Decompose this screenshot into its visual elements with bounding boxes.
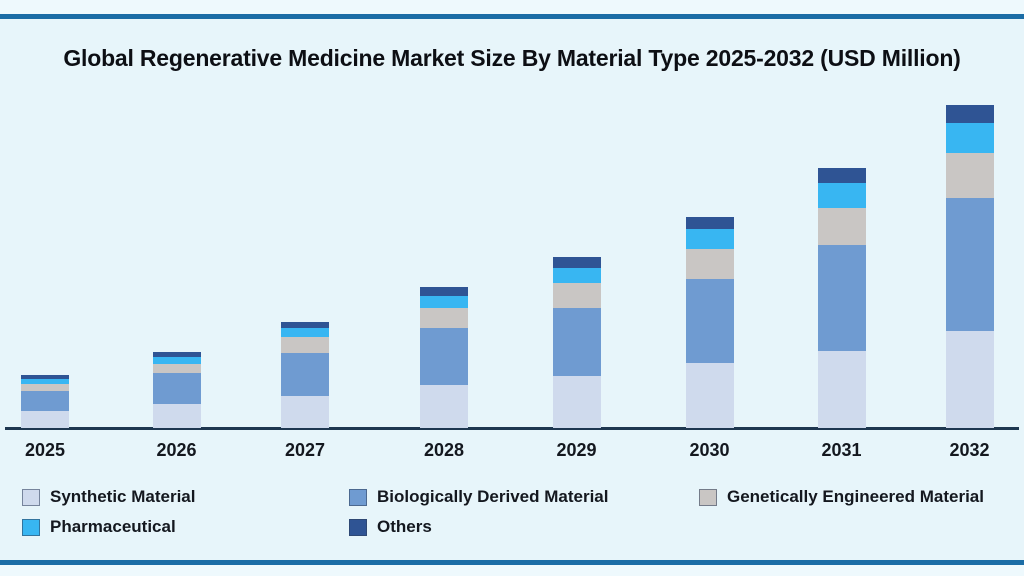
segment-pharmaceutical — [21, 379, 69, 385]
legend-label-genetically-engineered-material: Genetically Engineered Material — [727, 487, 984, 506]
legend-label-pharmaceutical: Pharmaceutical — [50, 517, 176, 536]
segment-synthetic-material — [685, 363, 734, 428]
bar-2025 — [21, 374, 69, 428]
bar-2028 — [420, 287, 468, 428]
bar-2032 — [945, 105, 994, 428]
segment-pharmaceutical — [945, 123, 994, 154]
top-margin-strip — [0, 0, 1024, 14]
legend-swatch-pharmaceutical — [22, 518, 40, 536]
segment-pharmaceutical — [817, 182, 866, 208]
segment-biologically-derived-material — [420, 328, 468, 385]
legend-item-others: Others — [349, 516, 432, 538]
legend-swatch-genetically-engineered-material — [699, 488, 717, 506]
segment-biologically-derived-material — [281, 352, 329, 396]
segment-biologically-derived-material — [152, 373, 201, 405]
legend-item-biologically-derived-material: Biologically Derived Material — [349, 486, 608, 508]
segment-genetically-engineered-material — [21, 384, 69, 391]
bar-2026 — [152, 351, 201, 428]
top-accent-rule — [0, 14, 1024, 19]
segment-others — [152, 351, 201, 357]
segment-pharmaceutical — [281, 328, 329, 338]
x-axis-label-2028: 2028 — [423, 440, 465, 460]
legend-item-synthetic-material: Synthetic Material — [22, 486, 196, 508]
x-axis-label-2032: 2032 — [949, 440, 990, 460]
x-axis-label-2027: 2027 — [284, 440, 326, 460]
legend-swatch-others — [349, 518, 367, 536]
segment-pharmaceutical — [685, 229, 734, 250]
bottom-margin-strip — [0, 565, 1024, 576]
bar-2031 — [817, 168, 866, 428]
x-axis-label-2026: 2026 — [156, 440, 197, 460]
segment-genetically-engineered-material — [685, 249, 734, 280]
segment-genetically-engineered-material — [420, 307, 468, 329]
bar-2029 — [552, 256, 601, 428]
segment-others — [21, 374, 69, 379]
segment-others — [945, 105, 994, 124]
x-axis-label-2025: 2025 — [24, 440, 66, 460]
segment-others — [420, 287, 468, 296]
legend-label-synthetic-material: Synthetic Material — [50, 487, 196, 506]
segment-others — [817, 168, 866, 183]
x-axis-line — [5, 427, 1019, 430]
segment-genetically-engineered-material — [945, 153, 994, 199]
legend-item-pharmaceutical: Pharmaceutical — [22, 516, 176, 538]
segment-synthetic-material — [21, 410, 69, 428]
x-axis-label-2029: 2029 — [556, 440, 597, 460]
segment-genetically-engineered-material — [817, 207, 866, 245]
segment-synthetic-material — [281, 395, 329, 428]
legend-label-biologically-derived-material: Biologically Derived Material — [377, 487, 609, 506]
legend-label-others: Others — [377, 517, 432, 536]
chart-title: Global Regenerative Medicine Market Size… — [63, 45, 961, 71]
segment-synthetic-material — [420, 384, 468, 428]
segment-others — [281, 322, 329, 329]
segment-biologically-derived-material — [552, 308, 601, 376]
segment-genetically-engineered-material — [281, 337, 329, 353]
segment-synthetic-material — [817, 351, 866, 428]
legend-swatch-biologically-derived-material — [349, 488, 367, 506]
segment-synthetic-material — [945, 331, 994, 428]
segment-pharmaceutical — [420, 295, 468, 308]
segment-biologically-derived-material — [817, 245, 866, 352]
segment-pharmaceutical — [152, 356, 201, 365]
segment-synthetic-material — [152, 404, 201, 428]
bar-2027 — [281, 322, 329, 428]
segment-biologically-derived-material — [685, 279, 734, 364]
segment-others — [685, 217, 734, 230]
x-axis-label-2031: 2031 — [821, 440, 862, 460]
x-axis-label-2030: 2030 — [689, 440, 730, 460]
segment-genetically-engineered-material — [552, 283, 601, 309]
legend-swatch-synthetic-material — [22, 488, 40, 506]
bar-2030 — [685, 217, 734, 428]
segment-others — [552, 256, 601, 268]
segment-biologically-derived-material — [21, 390, 69, 411]
legend-item-genetically-engineered-material: Genetically Engineered Material — [699, 486, 984, 508]
segment-genetically-engineered-material — [152, 364, 201, 374]
segment-pharmaceutical — [552, 267, 601, 284]
segment-synthetic-material — [552, 375, 601, 428]
bottom-accent-rule — [0, 560, 1024, 565]
segment-biologically-derived-material — [945, 198, 994, 331]
